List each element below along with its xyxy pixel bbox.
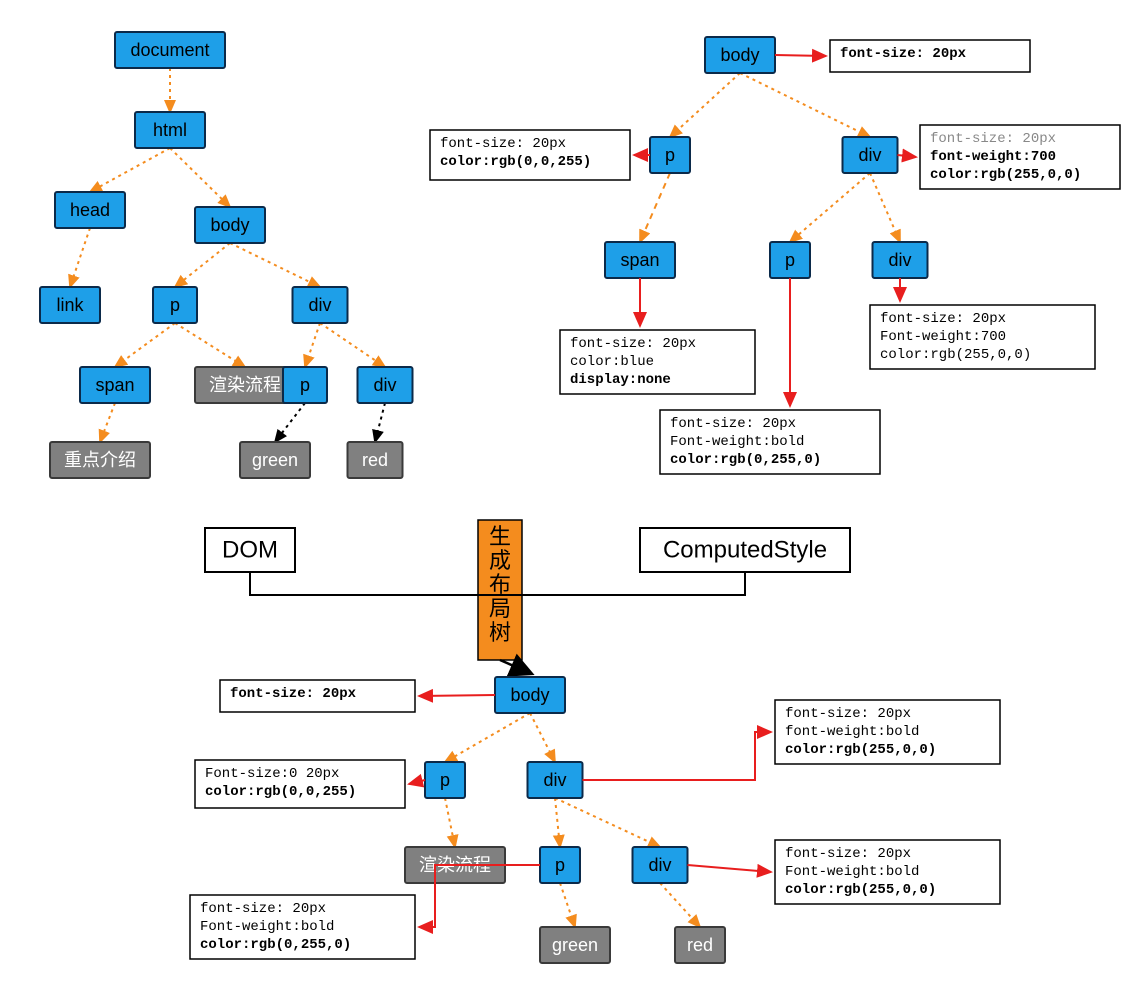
computedstyle-label: ComputedStyle	[663, 537, 827, 564]
tree-node-label: div	[648, 855, 671, 875]
style-annotation-line: Font-weight:bold	[785, 864, 919, 880]
style-annotation-line: color:rgb(255,0,0)	[880, 347, 1031, 363]
tree-edge	[70, 228, 90, 287]
style-annotation-line: font-size: 20px	[930, 131, 1056, 147]
tree-edge	[320, 323, 385, 367]
tree-node-label: red	[687, 935, 713, 955]
tree-node-label: p	[440, 770, 450, 790]
tree-node-label: green	[552, 935, 598, 955]
tree-node-label: div	[373, 375, 396, 395]
style-annotation-line: color:blue	[570, 354, 654, 370]
style-annotation-line: display:none	[570, 372, 671, 388]
tree-edge	[100, 403, 115, 442]
tree-node-label: div	[543, 770, 566, 790]
tree-edge	[640, 173, 670, 242]
tree-node-label: div	[888, 250, 911, 270]
layout-tree-label-char: 成	[489, 548, 511, 573]
tree-edge	[115, 323, 175, 367]
style-annotation-line: color:rgb(255,0,0)	[930, 167, 1081, 183]
tree-node-label: body	[720, 45, 759, 65]
tree-edge	[555, 798, 560, 847]
style-annotation-line: font-size: 20px	[230, 686, 357, 702]
style-annotation-line: color:rgb(0,255,0)	[200, 937, 351, 953]
dom-label: DOM	[222, 537, 278, 564]
style-annotation-line: font-size: 20px	[670, 416, 796, 432]
tree-node-label: p	[555, 855, 565, 875]
style-arrow	[898, 155, 917, 157]
layout-tree-label-char: 局	[489, 596, 511, 621]
tree-edge	[445, 713, 530, 762]
tree-node-label: link	[56, 295, 84, 315]
style-annotation-line: Font-weight:bold	[670, 434, 804, 450]
style-arrow	[688, 865, 772, 872]
tree-node-label: green	[252, 450, 298, 470]
style-annotation-line: font-size: 20px	[440, 136, 566, 152]
style-annotation-line: font-size: 20px	[785, 846, 911, 862]
tree-node-label: 重点介绍	[64, 450, 136, 470]
style-annotation-line: Font-weight:700	[880, 329, 1006, 345]
tree-edge	[170, 148, 230, 207]
tree-node-label: html	[153, 120, 187, 140]
tree-node-label: 渲染流程	[209, 375, 281, 395]
style-annotation-line: font-size: 20px	[785, 706, 911, 722]
tree-edge	[870, 173, 900, 242]
tree-node-label: body	[510, 685, 549, 705]
style-arrow	[583, 732, 772, 780]
style-annotation-line: color:rgb(0,0,255)	[205, 784, 356, 800]
tree-edge	[275, 403, 305, 442]
tree-edge	[790, 173, 870, 242]
tree-node-label: div	[308, 295, 331, 315]
layout-tree-label-char: 树	[489, 620, 511, 645]
tree-edge	[175, 243, 230, 287]
style-annotation-line: color:rgb(255,0,0)	[785, 742, 936, 758]
tree-edge	[305, 323, 320, 367]
diagram-canvas: document html head body link p div span 渲染流程 p div…	[0, 0, 1142, 984]
tree-edge	[90, 148, 170, 192]
style-annotation-line: font-size: 20px	[880, 311, 1006, 327]
tree-edge	[555, 798, 660, 847]
tree-node-label: div	[858, 145, 881, 165]
style-annotation-line: color:rgb(255,0,0)	[785, 882, 936, 898]
style-annotation-line: font-weight:bold	[785, 724, 919, 740]
tree-node-label: p	[785, 250, 795, 270]
style-annotation-line: font-weight:700	[930, 149, 1056, 165]
tree-node-label: span	[620, 250, 659, 270]
tree-node-label: p	[665, 145, 675, 165]
style-annotation-line: font-size: 20px	[200, 901, 326, 917]
style-annotation-line: color:rgb(0,0,255)	[440, 154, 591, 170]
style-annotation-line: color:rgb(0,255,0)	[670, 452, 821, 468]
style-annotation-line: font-size: 20px	[570, 336, 696, 352]
tree-edge	[445, 798, 455, 847]
tree-edge	[530, 713, 555, 762]
style-annotation-line: font-size: 20px	[840, 46, 967, 62]
style-arrow	[419, 695, 495, 696]
tree-node-label: document	[130, 40, 209, 60]
tree-edge	[740, 73, 870, 137]
tree-edge	[375, 403, 385, 442]
style-arrow	[775, 55, 826, 56]
tree-node-label: p	[170, 295, 180, 315]
tree-edge	[230, 243, 320, 287]
style-arrow	[409, 780, 425, 784]
layout-tree-label-char: 布	[489, 572, 511, 597]
tree-edge	[660, 883, 700, 927]
tree-edge	[560, 883, 575, 927]
tree-edge	[175, 323, 245, 367]
style-annotation-line: Font-size:0 20px	[205, 766, 339, 782]
style-annotation-line: Font-weight:bold	[200, 919, 334, 935]
layout-tree-arrow	[500, 660, 530, 673]
tree-node-label: red	[362, 450, 388, 470]
tree-node-label: span	[95, 375, 134, 395]
tree-node-label: p	[300, 375, 310, 395]
tree-node-label: head	[70, 200, 110, 220]
layout-tree-label-char: 生	[489, 524, 511, 549]
tree-edge	[670, 73, 740, 137]
tree-node-label: body	[210, 215, 249, 235]
